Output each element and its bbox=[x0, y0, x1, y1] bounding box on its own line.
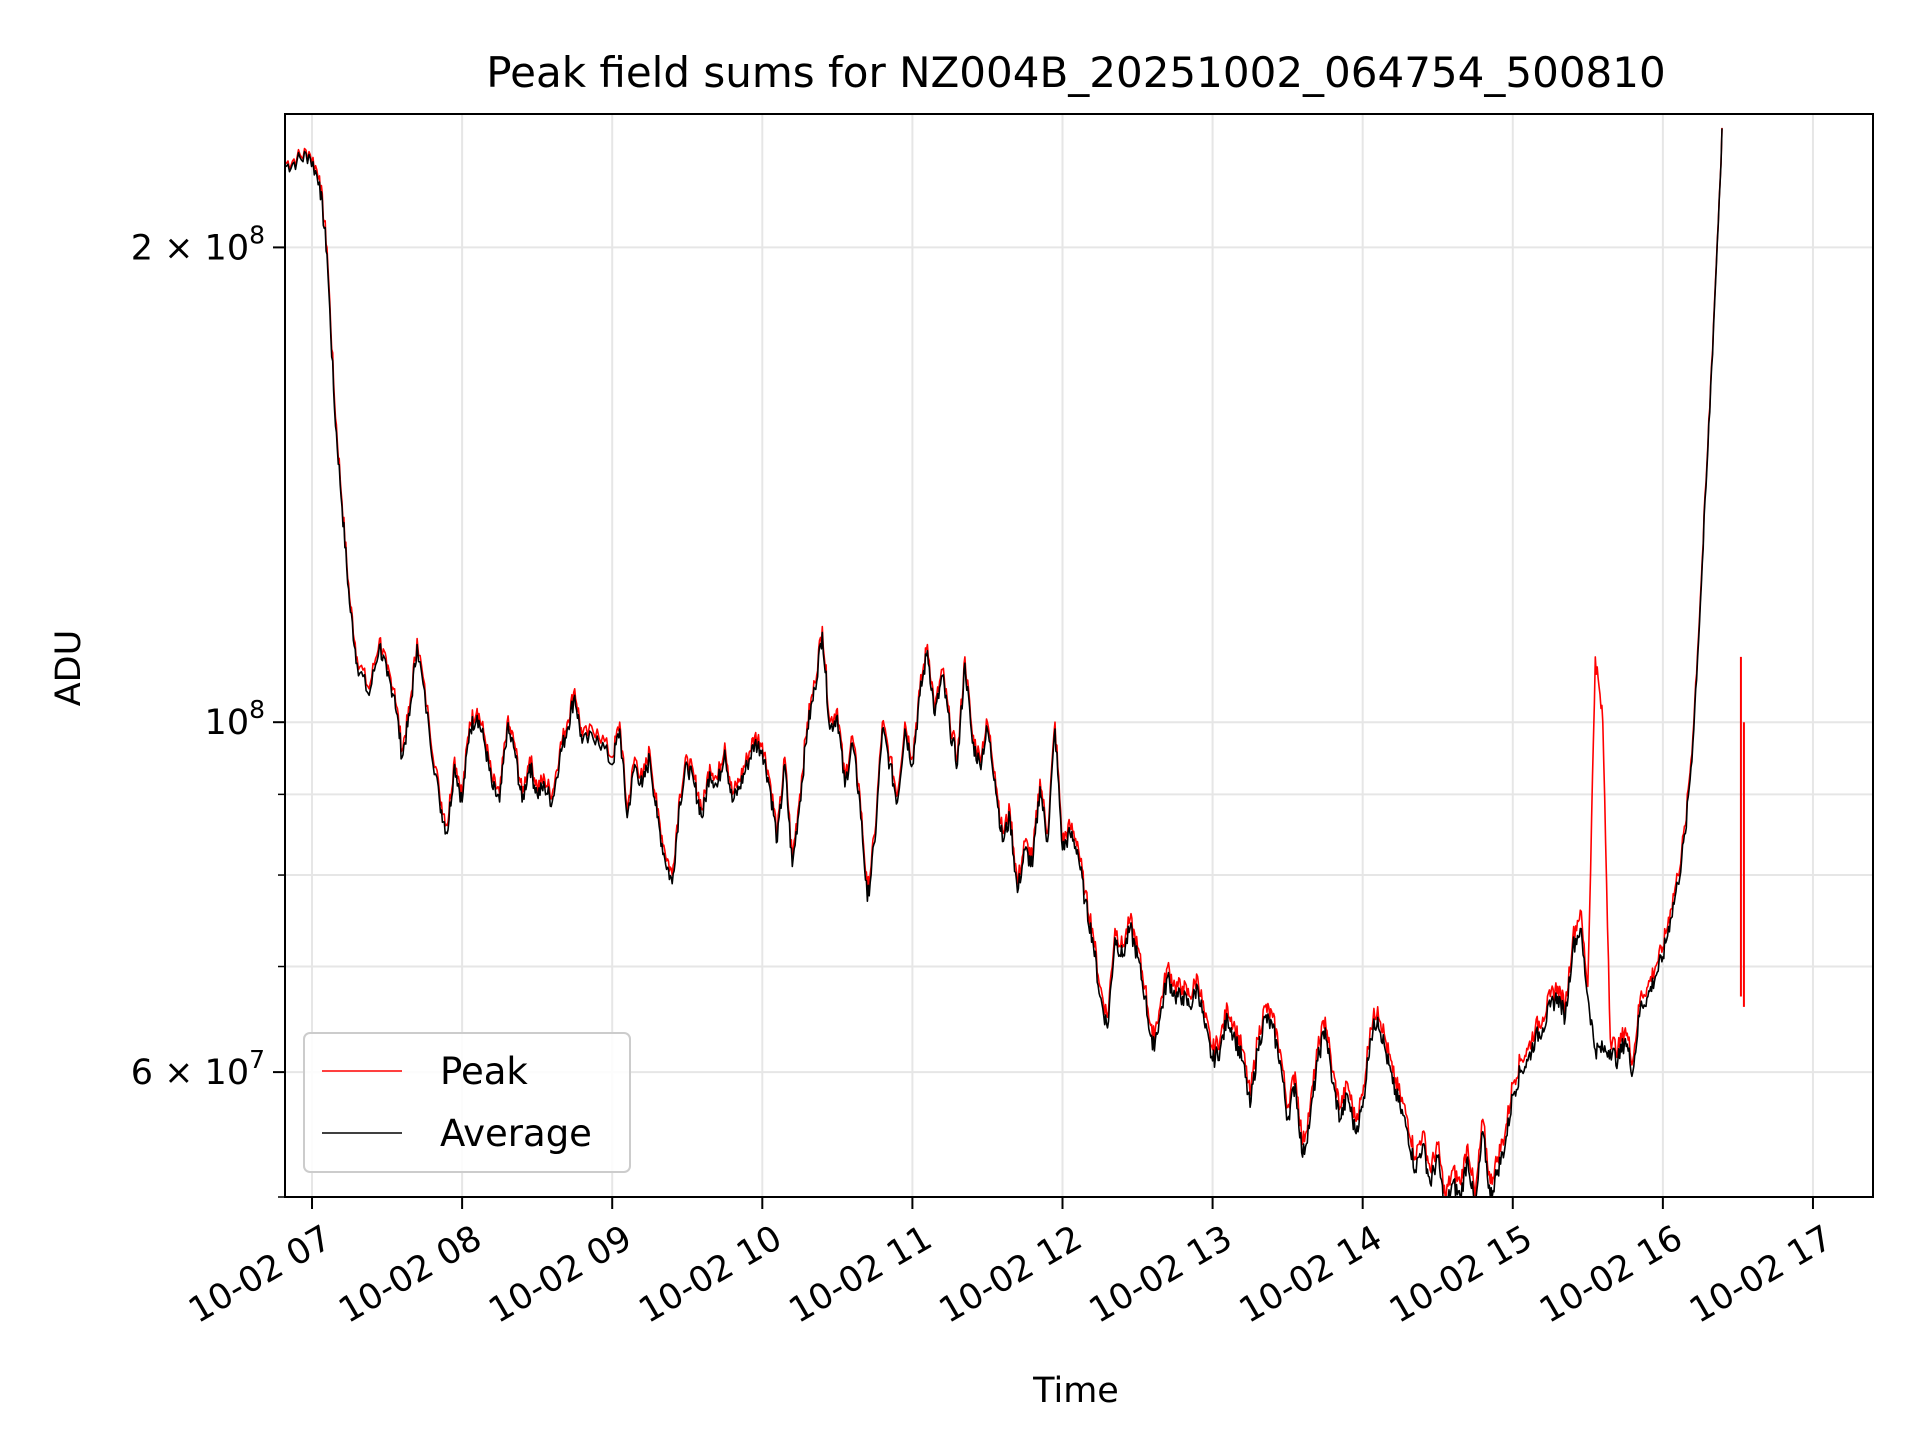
chart-title: Peak field sums for NZ004B_20251002_0647… bbox=[486, 48, 1665, 97]
series-line-average bbox=[285, 128, 1723, 1197]
y-axis-label: ADU bbox=[49, 630, 89, 707]
legend-average-label: Average bbox=[440, 1112, 592, 1155]
y-tick-label: 2 × 108 bbox=[131, 220, 265, 268]
series-line-peak bbox=[285, 127, 1723, 1197]
legend: Peak Average bbox=[303, 1032, 631, 1173]
y-tick-label: 108 bbox=[205, 695, 265, 743]
plot-data-area bbox=[285, 127, 1745, 1197]
legend-box bbox=[303, 1032, 631, 1173]
y-tick-label: 6 × 107 bbox=[131, 1045, 265, 1093]
x-axis-label: Time bbox=[1032, 1371, 1119, 1411]
plot-frame bbox=[284, 113, 1874, 1198]
y-axis: 6 × 107 108 2 × 108 bbox=[131, 220, 285, 1198]
legend-peak-label: Peak bbox=[440, 1050, 528, 1093]
